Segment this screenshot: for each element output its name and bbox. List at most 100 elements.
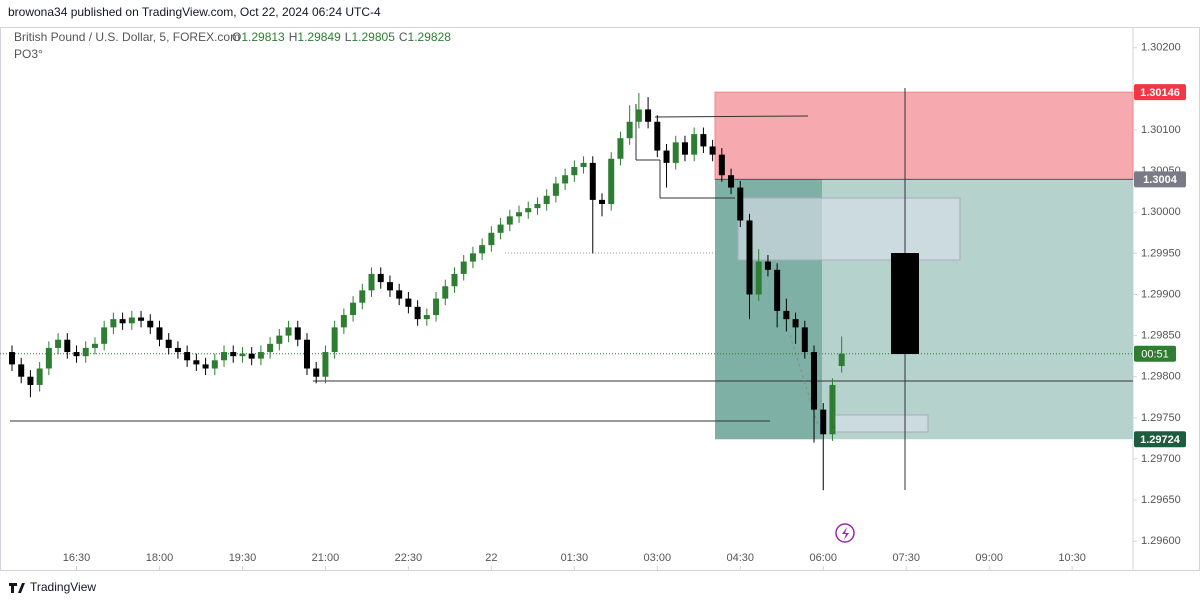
candle-body: [562, 175, 569, 184]
price-tag-label: 1.29724: [1140, 434, 1181, 446]
candle-body: [8, 352, 15, 365]
candle-body: [774, 269, 781, 311]
candle-body: [221, 352, 228, 361]
candle-body: [783, 310, 790, 320]
candle-body: [64, 339, 71, 353]
candle-body: [792, 319, 799, 328]
candle-body: [45, 347, 52, 369]
candle-body: [276, 335, 283, 344]
candle-body: [608, 158, 615, 205]
ohlc-value: 1.29813: [241, 30, 285, 44]
candle-body: [746, 220, 753, 295]
candle-body: [202, 364, 209, 369]
event-bolt: [842, 527, 849, 540]
candle-body: [525, 208, 532, 213]
candle-body: [386, 282, 393, 291]
candle-body: [681, 142, 688, 155]
candle-body: [691, 134, 698, 155]
candle-body: [543, 195, 550, 205]
candle-body: [350, 302, 357, 316]
candle-body: [801, 327, 808, 353]
candle-body: [128, 317, 135, 324]
candle-body: [248, 353, 255, 359]
candle-body: [755, 261, 762, 295]
candle-body: [497, 224, 504, 233]
candle-body: [598, 199, 605, 205]
candle-body: [571, 166, 578, 176]
candle-body: [645, 109, 652, 122]
candle-body: [340, 315, 347, 328]
candle-body: [442, 286, 449, 299]
y-tick-label: 1.29700: [1141, 453, 1181, 465]
candle-body: [617, 138, 624, 159]
candle-body: [184, 352, 191, 361]
price-tag-label: 1.3004: [1143, 174, 1178, 186]
candle-body: [230, 352, 237, 357]
candle-body: [737, 187, 744, 221]
drawn-box: [737, 197, 961, 261]
candle-body: [322, 352, 329, 377]
candle-body: [156, 327, 163, 340]
x-tick-label: 19:30: [229, 552, 257, 564]
candle-body: [479, 245, 486, 254]
x-tick-label: 10:30: [1058, 552, 1086, 564]
y-tick-label: 1.30000: [1141, 206, 1181, 218]
candle-body: [165, 339, 172, 348]
price-tag-label: 1.30146: [1140, 87, 1180, 99]
candle-body: [368, 273, 375, 291]
x-tick-label: 06:00: [809, 552, 837, 564]
candle-body: [101, 327, 108, 344]
candle-body: [193, 360, 200, 365]
candle-body: [414, 306, 421, 320]
publisher-line: browona34 published on TradingView.com, …: [8, 5, 381, 19]
candle-body: [313, 368, 320, 377]
y-tick-label: 1.29600: [1141, 535, 1181, 547]
candle-body: [331, 327, 338, 353]
candle-body: [672, 142, 679, 163]
candle-body: [589, 162, 596, 200]
stop-zone: [714, 91, 1134, 180]
x-tick-label: 21:00: [312, 552, 340, 564]
candle-body: [654, 121, 661, 151]
y-tick-label: 1.29750: [1141, 412, 1181, 424]
x-tick-label: 01:30: [561, 552, 589, 564]
y-tick-label: 1.29650: [1141, 494, 1181, 506]
candle-body: [838, 353, 845, 367]
y-tick-label: 1.29850: [1141, 330, 1181, 342]
event-icon: [835, 523, 855, 543]
candle-body: [138, 317, 145, 321]
y-tick-label: 1.29800: [1141, 371, 1181, 383]
candle-body: [257, 352, 264, 359]
candle-body: [460, 261, 467, 274]
candle-body: [580, 162, 587, 167]
x-tick-label: 22: [485, 552, 497, 564]
logo-mark: [9, 583, 25, 593]
x-tick-label: 04:30: [727, 552, 755, 564]
candle-body: [110, 319, 117, 328]
brand-logo: TradingView: [9, 580, 96, 594]
ohlc-key: C: [399, 30, 408, 44]
candle-body: [829, 384, 836, 435]
candle-body: [396, 290, 403, 299]
candle-body: [728, 175, 735, 188]
candle-body: [405, 298, 412, 307]
x-tick-label: 07:30: [892, 552, 920, 564]
candle-body: [36, 368, 43, 385]
candle-body: [488, 232, 495, 246]
candle-body: [239, 353, 246, 357]
candle-body: [626, 121, 633, 139]
ohlc-value: 1.29828: [408, 30, 452, 44]
candle-body: [147, 320, 154, 328]
candle-body: [82, 347, 89, 357]
candle-body: [506, 216, 513, 225]
candle-body: [635, 109, 642, 122]
candle-body: [55, 339, 62, 348]
y-tick-label: 1.30200: [1141, 42, 1181, 54]
x-tick-label: 03:00: [644, 552, 672, 564]
candle-body: [552, 183, 559, 196]
y-tick-label: 1.29950: [1141, 247, 1181, 259]
countdown-tag: [1134, 345, 1176, 362]
candle-body: [663, 150, 670, 163]
candle-body: [119, 319, 126, 324]
